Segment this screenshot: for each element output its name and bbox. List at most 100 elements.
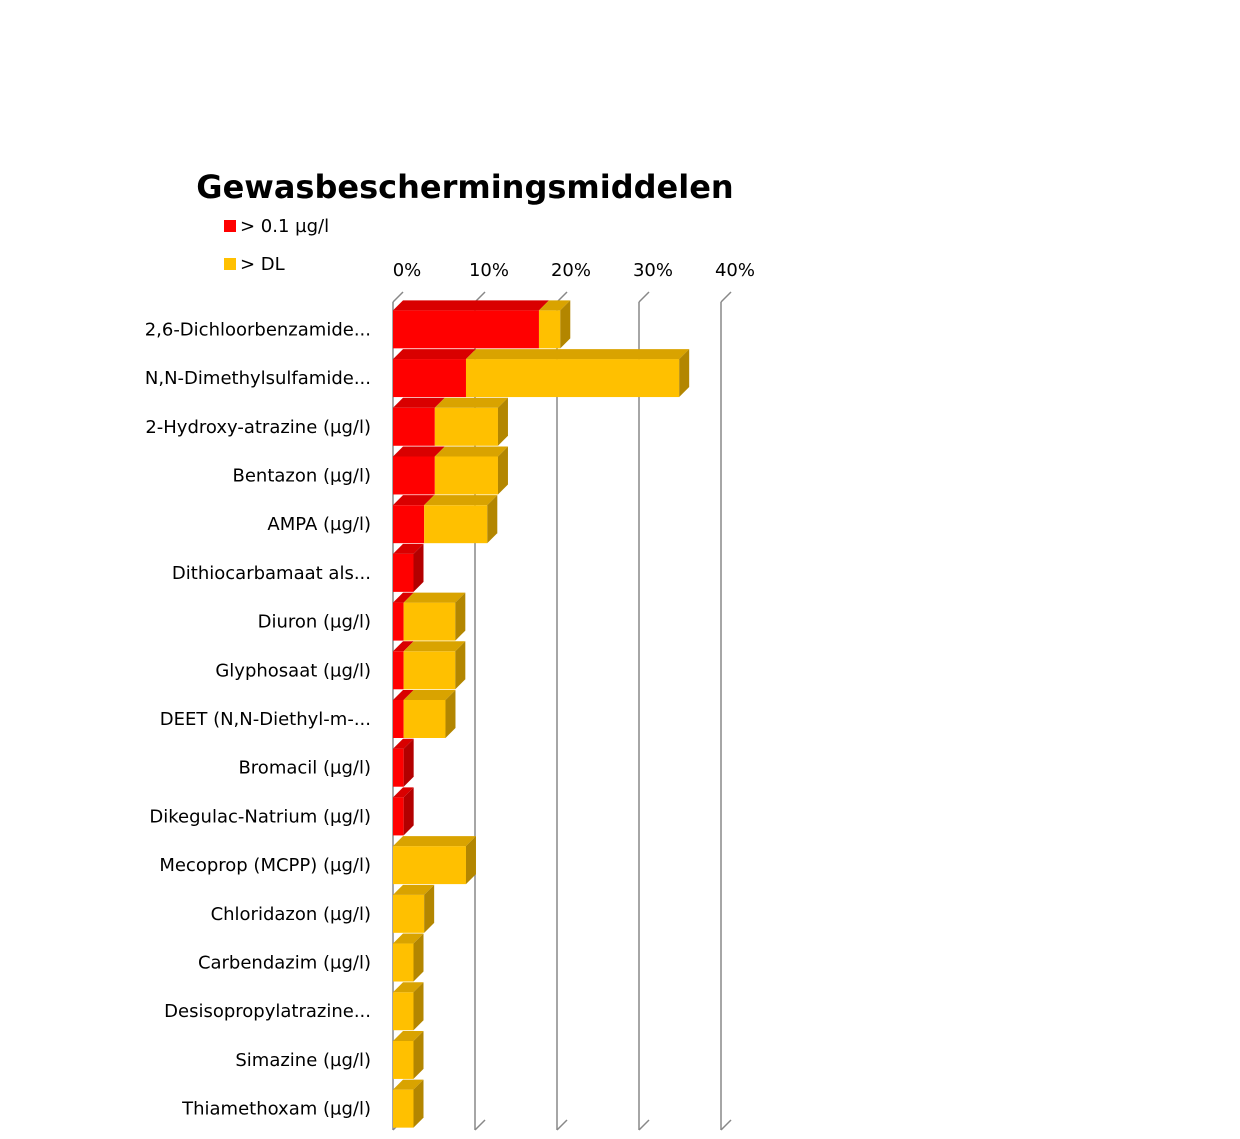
legend-label-above-dl: > DL [240, 254, 285, 275]
bar-segment [424, 505, 488, 544]
bar-segment [393, 992, 414, 1031]
bar-end-face [403, 738, 414, 787]
category-label: N,N-Dimethylsulfamide... [145, 368, 371, 389]
x-axis-tick-labels: 0% 10% 20% 30% 40% [393, 260, 755, 281]
category-label: Glyphosaat (µg/l) [215, 660, 371, 681]
bar-segment-top [393, 836, 476, 847]
bar-segment [403, 602, 456, 641]
gridline-top-edge [556, 291, 568, 303]
category-label: Chloridazon (µg/l) [211, 904, 371, 925]
category-label: Diuron (µg/l) [258, 612, 371, 633]
category-label: Simazine (µg/l) [235, 1050, 371, 1071]
bar-segment-top [393, 1030, 424, 1041]
bar-end-face [424, 884, 435, 933]
bar-segment [393, 797, 404, 836]
x-tick-label: 40% [715, 260, 755, 281]
bar-segment [393, 505, 425, 544]
x-tick-label: 20% [551, 260, 591, 281]
bar-segment-top [424, 495, 498, 506]
bar-segment [393, 407, 435, 446]
bar-segment [393, 310, 539, 349]
category-label: AMPA (µg/l) [267, 514, 371, 535]
category-label: 2,6-Dichloorbenzamide... [145, 319, 371, 340]
category-label: 2-Hydroxy-atrazine (µg/l) [145, 417, 371, 438]
bar-end-face [497, 446, 508, 495]
bar-segment [393, 846, 466, 885]
category-label: Dikegulac-Natrium (µg/l) [149, 806, 371, 827]
bar-segment-top [403, 641, 466, 652]
bar-end-face [487, 495, 498, 544]
bar-end-face [413, 543, 424, 592]
gridline-top-edge [474, 291, 486, 303]
bar-segment-top [393, 982, 424, 993]
bar-end-face [560, 300, 571, 349]
bar-end-face [413, 982, 424, 1031]
gridline-top-edge [720, 291, 732, 303]
x-tick-label: 0% [393, 260, 422, 281]
bar-segment [434, 456, 498, 495]
gridline-bottom-edge [638, 1119, 650, 1131]
bar-end-face [497, 397, 508, 446]
bar-segment-top [538, 300, 571, 311]
bar-segment-top [403, 690, 456, 701]
bar-segment [465, 359, 680, 398]
bar-segment [393, 1040, 414, 1079]
bar-end-face [455, 592, 466, 641]
bar-segment [393, 894, 425, 933]
bar-end-face [403, 787, 414, 836]
bar-segment-top [393, 787, 414, 798]
category-label: Bentazon (µg/l) [233, 465, 372, 486]
bar-segment [393, 748, 404, 787]
bar-segment [403, 700, 446, 738]
bar-segment [393, 359, 466, 398]
category-label: DEET (N,N-Diethyl-m-... [160, 709, 371, 730]
category-label: Thiamethoxam (µg/l) [181, 1099, 371, 1120]
legend-swatch-red [224, 220, 236, 232]
bar-end-face [413, 1030, 424, 1079]
bar-segment-top [393, 690, 414, 701]
bar-end-face [679, 349, 690, 398]
category-label: Bromacil (µg/l) [238, 758, 371, 779]
bar-segment-top [393, 397, 445, 408]
gridline-bottom-edge [474, 1119, 486, 1131]
bar-segment-top [393, 738, 414, 749]
bar-segment-top [393, 446, 445, 457]
bar-segment [393, 651, 404, 690]
bar-segment [393, 553, 414, 592]
bar-segment-top [393, 933, 424, 944]
x-tick-label: 30% [633, 260, 673, 281]
bar-segment-top [434, 397, 508, 408]
bar-segment-top [465, 349, 690, 360]
bar-end-face [445, 690, 456, 738]
bar-segment [393, 943, 414, 982]
category-label: Mecoprop (MCPP) (µg/l) [159, 855, 371, 876]
gridline-top-edge [392, 291, 404, 303]
legend-label-above-0-1: > 0.1 µg/l [240, 216, 329, 237]
bar-segment-top [434, 446, 508, 457]
legend: > 0.1 µg/l > DL [224, 216, 329, 275]
bar-segment [393, 602, 404, 641]
bar-end-face [465, 836, 476, 885]
bar-segment-top [393, 641, 414, 652]
bar-segment-top [393, 300, 549, 311]
bar-segment-top [393, 884, 435, 895]
bar-end-face [413, 1079, 424, 1128]
bar-segment [403, 651, 456, 690]
bar-segment [538, 310, 561, 349]
x-tick-label: 10% [469, 260, 509, 281]
gridline-bottom-edge [720, 1119, 732, 1131]
bar-segment [393, 1089, 414, 1128]
bar-segment-top [393, 1079, 424, 1090]
gridline-bottom-edge [556, 1119, 568, 1131]
bar-segment-top [393, 495, 435, 506]
category-label: Desisopropylatrazine... [164, 1001, 371, 1022]
category-labels: 2,6-Dichloorbenzamide... N,N-Dimethylsulf… [145, 319, 371, 1119]
legend-swatch-orange [224, 258, 236, 270]
bar-segment-top [393, 543, 424, 554]
category-label: Carbendazim (µg/l) [198, 953, 371, 974]
bar-segment-top [393, 592, 414, 603]
category-label: Dithiocarbamaat als... [172, 563, 371, 584]
bar-segment [393, 456, 435, 495]
chart-title: Gewasbeschermingsmiddelen [196, 168, 733, 206]
